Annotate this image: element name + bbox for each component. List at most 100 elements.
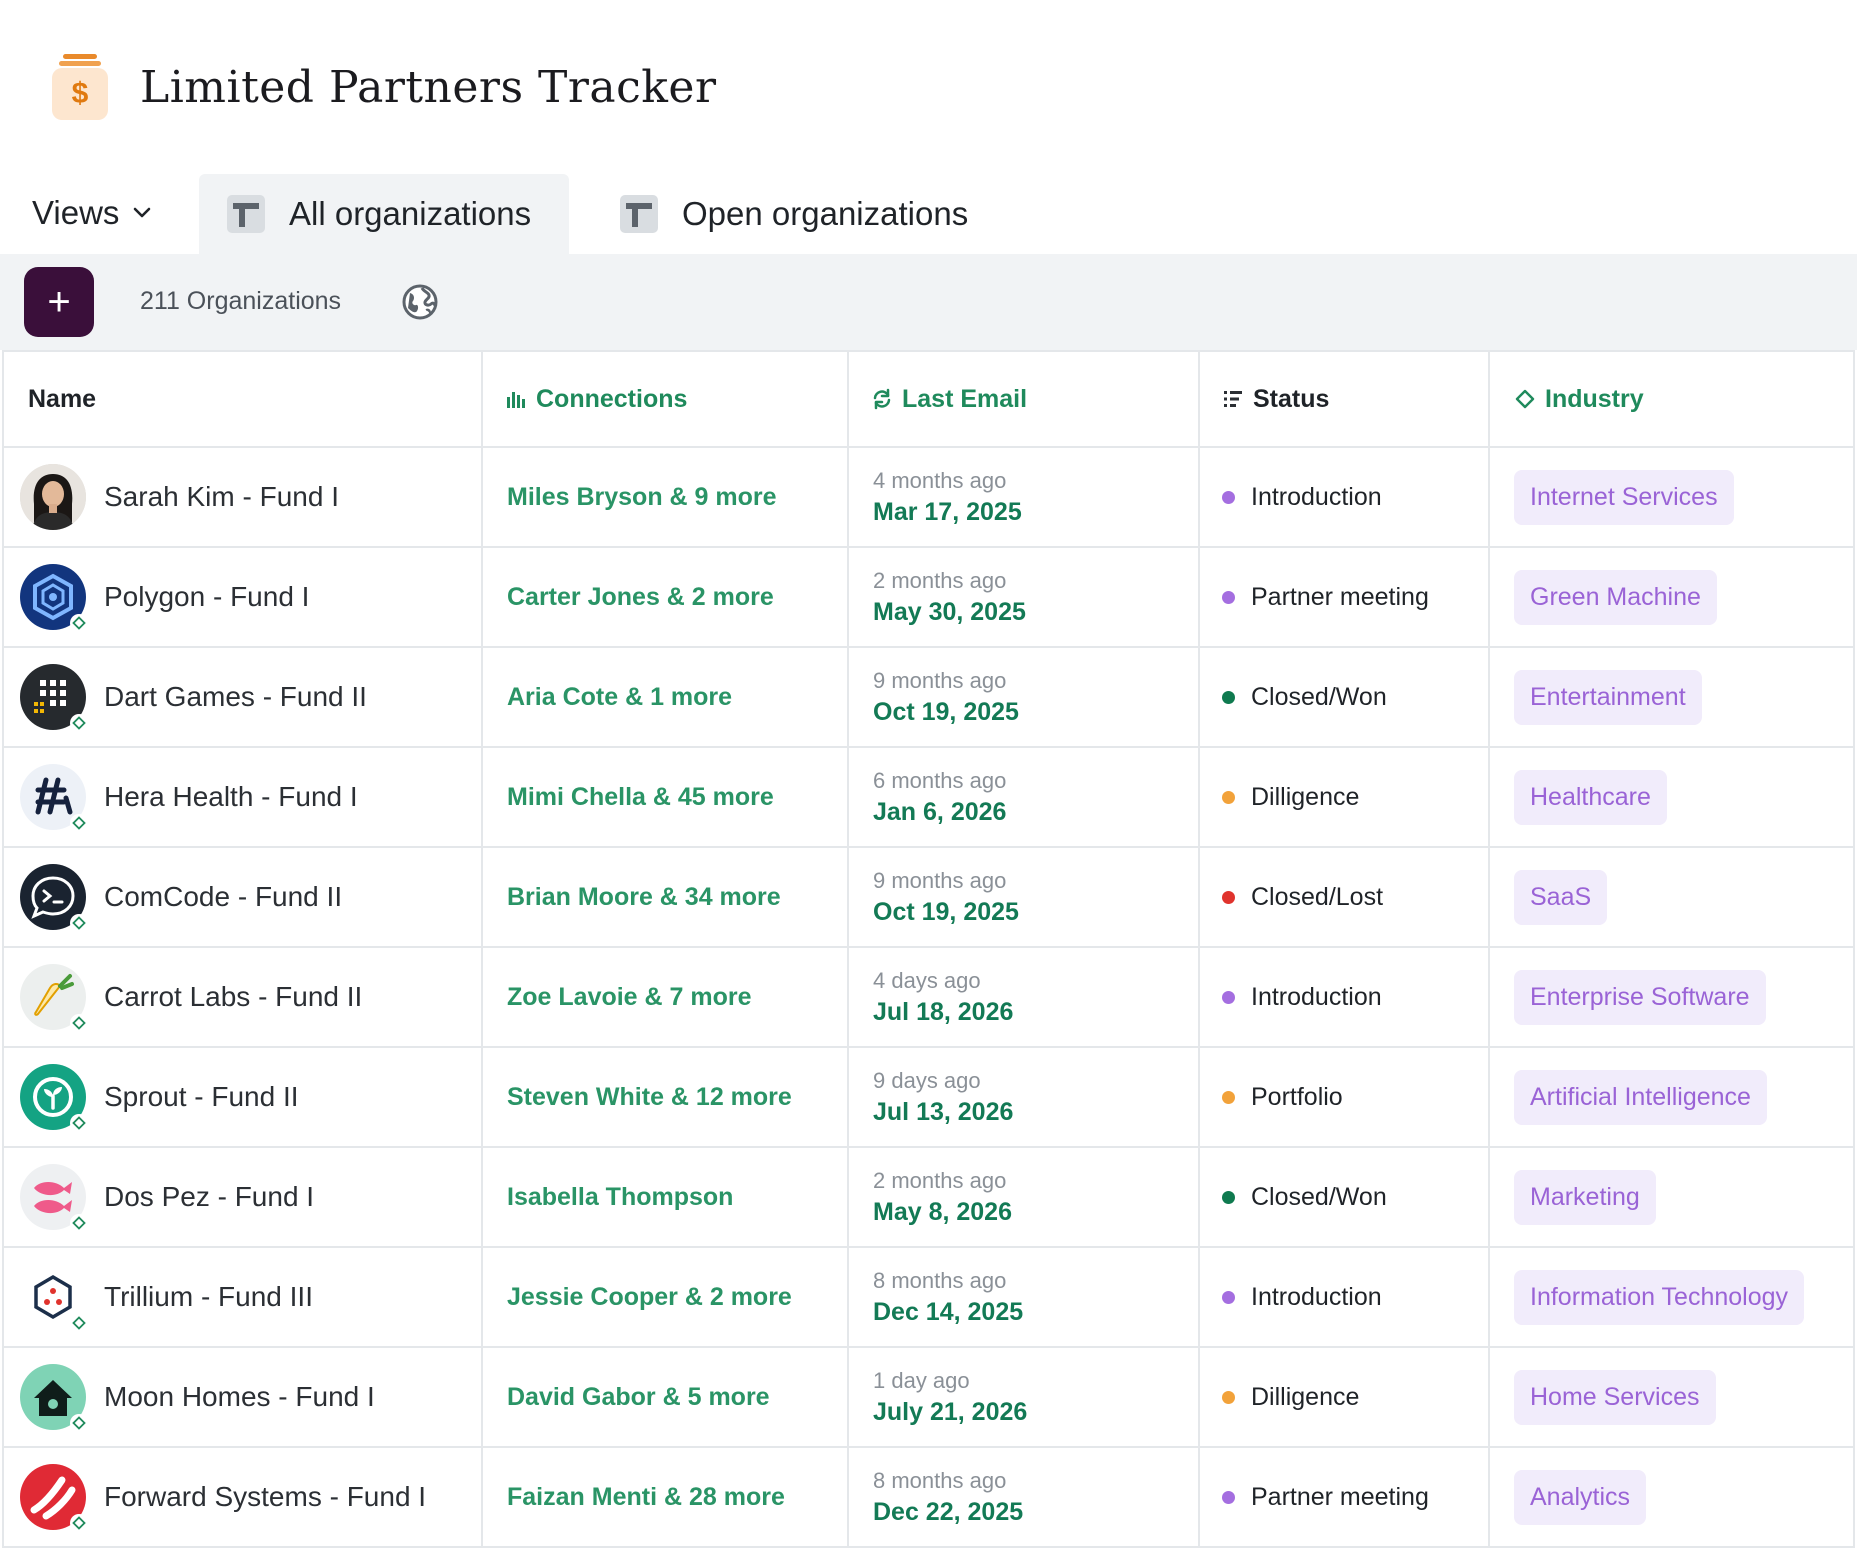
column-header-industry[interactable]: Industry [1490,352,1855,446]
organization-name[interactable]: Forward Systems - Fund I [104,1481,427,1512]
column-header-last-email[interactable]: Last Email [849,352,1200,446]
organization-name[interactable]: Polygon - Fund I [104,581,310,612]
tab-all-organizations[interactable]: All organizations [199,174,569,254]
organization-name[interactable]: ComCode - Fund II [104,881,343,912]
industry-tag[interactable]: Analytics [1514,1469,1647,1525]
connections-link[interactable]: David Gabor & 5 more [507,1382,770,1411]
table-row[interactable]: Dart Games - Fund II Aria Cote & 1 more 9 … [2,648,1855,748]
industry-cell[interactable]: Home Services [1490,1348,1855,1446]
connections-cell[interactable]: Jessie Cooper & 2 more [483,1248,849,1346]
connections-link[interactable]: Miles Bryson & 9 more [507,482,777,511]
name-cell[interactable]: Sarah Kim - Fund I [2,448,483,546]
organization-name[interactable]: Sprout - Fund II [104,1081,299,1112]
industry-cell[interactable]: Artificial Intelligence [1490,1048,1855,1146]
status-cell[interactable]: Introduction [1200,448,1490,546]
status-cell[interactable]: Dilligence [1200,748,1490,846]
name-cell[interactable]: Sprout - Fund II [2,1048,483,1146]
name-cell[interactable]: Dart Games - Fund II [2,648,483,746]
table-row[interactable]: Polygon - Fund I Carter Jones & 2 more 2 m… [2,548,1855,648]
table-row[interactable]: Trillium - Fund III Jessie Cooper & 2 mor… [2,1248,1855,1348]
table-row[interactable]: Carrot Labs - Fund II Zoe Lavoie & 7 more… [2,948,1855,1048]
status-cell[interactable]: Portfolio [1200,1048,1490,1146]
connections-cell[interactable]: Isabella Thompson [483,1148,849,1246]
industry-tag[interactable]: Green Machine [1514,569,1717,625]
name-cell[interactable]: Forward Systems - Fund I [2,1448,483,1546]
industry-tag[interactable]: SaaS [1514,869,1608,925]
name-cell[interactable]: Hera Health - Fund I [2,748,483,846]
connections-cell[interactable]: Steven White & 12 more [483,1048,849,1146]
name-cell[interactable]: ComCode - Fund II [2,848,483,946]
table-row[interactable]: Moon Homes - Fund I David Gabor & 5 more 1… [2,1348,1855,1448]
name-cell[interactable]: Dos Pez - Fund I [2,1148,483,1246]
organization-name[interactable]: Sarah Kim - Fund I [104,481,339,512]
tab-open-organizations[interactable]: Open organizations [620,174,968,254]
last-email-relative: 4 months ago [873,468,1007,493]
connections-cell[interactable]: Faizan Menti & 28 more [483,1448,849,1546]
industry-cell[interactable]: Healthcare [1490,748,1855,846]
connections-cell[interactable]: David Gabor & 5 more [483,1348,849,1446]
connections-link[interactable]: Faizan Menti & 28 more [507,1482,785,1511]
industry-cell[interactable]: SaaS [1490,848,1855,946]
column-header-status[interactable]: Status [1200,352,1490,446]
industry-tag[interactable]: Enterprise Software [1514,969,1766,1025]
industry-cell[interactable]: Analytics [1490,1448,1855,1546]
industry-tag[interactable]: Home Services [1514,1369,1716,1425]
name-cell[interactable]: Trillium - Fund III [2,1248,483,1346]
add-organization-button[interactable]: + [24,267,94,337]
name-cell[interactable]: Carrot Labs - Fund II [2,948,483,1046]
organization-name[interactable]: Dart Games - Fund II [104,681,367,712]
industry-cell[interactable]: Enterprise Software [1490,948,1855,1046]
name-cell[interactable]: Polygon - Fund I [2,548,483,646]
table-row[interactable]: Sarah Kim - Fund I Miles Bryson & 9 more 4… [2,448,1855,548]
organization-name[interactable]: Moon Homes - Fund I [104,1381,375,1412]
status-cell[interactable]: Closed/Lost [1200,848,1490,946]
industry-cell[interactable]: Entertainment [1490,648,1855,746]
connections-cell[interactable]: Brian Moore & 34 more [483,848,849,946]
views-dropdown[interactable]: Views [32,194,151,232]
connections-link[interactable]: Steven White & 12 more [507,1082,792,1111]
status-cell[interactable]: Partner meeting [1200,548,1490,646]
industry-tag[interactable]: Information Technology [1514,1269,1805,1325]
status-cell[interactable]: Introduction [1200,1248,1490,1346]
table-row[interactable]: Forward Systems - Fund I Faizan Menti & 2… [2,1448,1855,1548]
industry-tag[interactable]: Internet Services [1514,469,1734,525]
organization-name[interactable]: Carrot Labs - Fund II [104,981,363,1012]
industry-tag[interactable]: Marketing [1514,1169,1656,1225]
status-cell[interactable]: Closed/Won [1200,1148,1490,1246]
status-cell[interactable]: Closed/Won [1200,648,1490,746]
name-cell[interactable]: Moon Homes - Fund I [2,1348,483,1446]
industry-tag[interactable]: Healthcare [1514,769,1667,825]
industry-tag[interactable]: Artificial Intelligence [1514,1069,1767,1125]
column-header-connections[interactable]: Connections [483,352,849,446]
connections-cell[interactable]: Mimi Chella & 45 more [483,748,849,846]
status-label: Partner meeting [1251,582,1429,611]
organization-name[interactable]: Dos Pez - Fund I [104,1181,315,1212]
globe-icon[interactable] [402,284,438,320]
organization-name[interactable]: Hera Health - Fund I [104,781,358,812]
table-row[interactable]: Sprout - Fund II Steven White & 12 more 9 … [2,1048,1855,1148]
column-header-name[interactable]: Name [2,352,483,446]
industry-cell[interactable]: Marketing [1490,1148,1855,1246]
status-cell[interactable]: Partner meeting [1200,1448,1490,1546]
industry-cell[interactable]: Information Technology [1490,1248,1855,1346]
industry-cell[interactable]: Internet Services [1490,448,1855,546]
status-cell[interactable]: Introduction [1200,948,1490,1046]
industry-cell[interactable]: Green Machine [1490,548,1855,646]
table-row[interactable]: Dos Pez - Fund I Isabella Thompson 2 month… [2,1148,1855,1248]
connections-cell[interactable]: Miles Bryson & 9 more [483,448,849,546]
industry-tag[interactable]: Entertainment [1514,669,1702,725]
connections-link[interactable]: Jessie Cooper & 2 more [507,1282,792,1311]
connections-link[interactable]: Mimi Chella & 45 more [507,782,774,811]
connections-link[interactable]: Brian Moore & 34 more [507,882,781,911]
organization-name[interactable]: Trillium - Fund III [104,1281,313,1312]
connections-cell[interactable]: Carter Jones & 2 more [483,548,849,646]
connections-link[interactable]: Isabella Thompson [507,1182,734,1211]
table-row[interactable]: ComCode - Fund II Brian Moore & 34 more 9 … [2,848,1855,948]
connections-cell[interactable]: Zoe Lavoie & 7 more [483,948,849,1046]
connections-cell[interactable]: Aria Cote & 1 more [483,648,849,746]
table-row[interactable]: Hera Health - Fund I Mimi Chella & 45 mor… [2,748,1855,848]
connections-link[interactable]: Aria Cote & 1 more [507,682,733,711]
connections-link[interactable]: Zoe Lavoie & 7 more [507,982,752,1011]
status-cell[interactable]: Dilligence [1200,1348,1490,1446]
connections-link[interactable]: Carter Jones & 2 more [507,582,774,611]
